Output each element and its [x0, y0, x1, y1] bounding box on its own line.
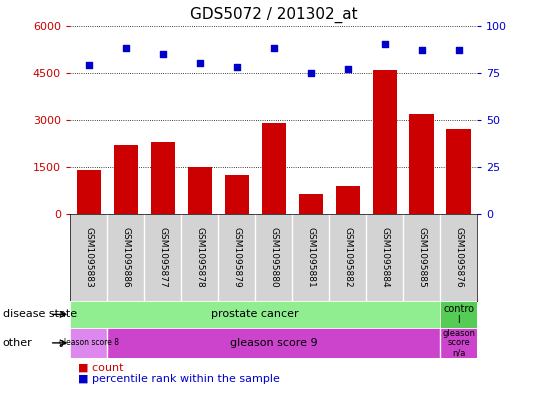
- Text: other: other: [3, 338, 32, 348]
- Bar: [372, 70, 397, 214]
- Text: GSM1095878: GSM1095878: [195, 227, 204, 288]
- Bar: [225, 175, 248, 214]
- Point: [270, 45, 278, 51]
- Text: GSM1095886: GSM1095886: [121, 227, 130, 288]
- Bar: [299, 194, 322, 214]
- Point: [232, 64, 241, 70]
- Text: GSM1095883: GSM1095883: [84, 227, 93, 288]
- Bar: [114, 145, 137, 214]
- Bar: [440, 328, 477, 358]
- Point: [343, 66, 352, 72]
- Bar: [440, 301, 477, 328]
- Text: GSM1095881: GSM1095881: [306, 227, 315, 288]
- Bar: [70, 328, 107, 358]
- Text: ■ count: ■ count: [78, 362, 123, 373]
- Text: disease state: disease state: [3, 309, 77, 320]
- Point: [121, 45, 130, 51]
- Text: gleason
score
n/a: gleason score n/a: [442, 329, 475, 357]
- Text: gleason score 8: gleason score 8: [59, 338, 119, 347]
- Point: [417, 47, 426, 53]
- Point: [306, 70, 315, 76]
- Text: ■ percentile rank within the sample: ■ percentile rank within the sample: [78, 374, 280, 384]
- Text: GSM1095885: GSM1095885: [417, 227, 426, 288]
- Text: contro
l: contro l: [443, 304, 474, 325]
- Text: prostate cancer: prostate cancer: [211, 309, 299, 320]
- Text: GSM1095884: GSM1095884: [380, 227, 389, 288]
- Bar: [150, 142, 175, 214]
- Bar: [188, 167, 212, 214]
- Text: GSM1095880: GSM1095880: [269, 227, 278, 288]
- Point: [195, 60, 204, 66]
- Point: [454, 47, 463, 53]
- Bar: [446, 129, 471, 214]
- Text: gleason score 9: gleason score 9: [230, 338, 317, 348]
- Point: [380, 41, 389, 48]
- Point: [158, 51, 167, 57]
- Text: GSM1095876: GSM1095876: [454, 227, 463, 288]
- Bar: [107, 328, 440, 358]
- Text: GSM1095879: GSM1095879: [232, 227, 241, 288]
- Bar: [335, 186, 360, 214]
- Title: GDS5072 / 201302_at: GDS5072 / 201302_at: [190, 7, 357, 23]
- Point: [84, 62, 93, 68]
- Text: GSM1095877: GSM1095877: [158, 227, 167, 288]
- Bar: [410, 114, 433, 214]
- Text: GSM1095882: GSM1095882: [343, 227, 352, 288]
- Bar: [77, 170, 101, 214]
- Bar: [261, 123, 286, 214]
